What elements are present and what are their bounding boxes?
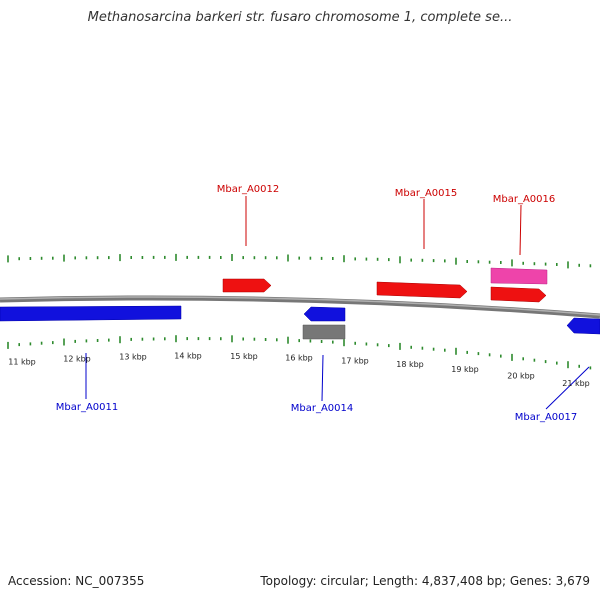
- kbp-scale-label: 20 kbp: [507, 372, 535, 381]
- kbp-scale-label: 21 kbp: [562, 379, 590, 388]
- gene-mbar-a0014-arrow[interactable]: [303, 306, 346, 322]
- leader-line-a0017: [545, 366, 590, 410]
- gene-mbar-a0012-arrow[interactable]: [222, 278, 272, 293]
- gene-label-mbar-a0011[interactable]: Mbar_A0011: [56, 402, 119, 413]
- accession-text: Accession: NC_007355: [8, 574, 145, 588]
- leader-line-a0014: [321, 354, 324, 402]
- genome-backbone-highlight: [0, 296, 600, 316]
- kbp-scale-label: 12 kbp: [63, 354, 91, 363]
- gene-mbar-a0017-arrow[interactable]: [566, 317, 600, 335]
- kbp-scale-label: 11 kbp: [8, 357, 36, 366]
- gene-label-mbar-a0017[interactable]: Mbar_A0017: [515, 412, 578, 423]
- gray-feature-bar[interactable]: [302, 324, 346, 340]
- inner-tick-track: [7, 335, 592, 370]
- leader-line-a0016: [519, 204, 522, 256]
- genome-backbone: [0, 295, 600, 319]
- kbp-scale-label: 18 kbp: [396, 360, 424, 369]
- outer-tick-track: [7, 253, 592, 269]
- pink-feature-bar[interactable]: [490, 267, 548, 285]
- kbp-scale-label: 16 kbp: [285, 354, 313, 363]
- kbp-scale-label: 13 kbp: [119, 352, 147, 361]
- kbp-scale-labels: 11 kbp 12 kbp 13 kbp 14 kbp 15 kbp 16 kbp 17 k…: [8, 352, 590, 388]
- kbp-scale-label: 15 kbp: [230, 352, 258, 361]
- kbp-scale-label: 19 kbp: [451, 365, 479, 374]
- gene-mbar-a0011-bar[interactable]: [0, 305, 182, 322]
- gene-mbar-a0016-arrow[interactable]: [490, 286, 547, 303]
- gene-mbar-a0015-arrow[interactable]: [376, 281, 468, 299]
- kbp-scale-label: 17 kbp: [341, 356, 369, 365]
- gene-label-mbar-a0015[interactable]: Mbar_A0015: [395, 188, 458, 199]
- gene-label-mbar-a0014[interactable]: Mbar_A0014: [291, 403, 354, 414]
- gene-label-mbar-a0016[interactable]: Mbar_A0016: [493, 194, 556, 205]
- gene-label-mbar-a0012[interactable]: Mbar_A0012: [217, 184, 280, 195]
- genome-summary-text: Topology: circular; Length: 4,837,408 bp…: [260, 574, 590, 588]
- kbp-scale-label: 14 kbp: [174, 352, 202, 361]
- map-title: Methanosarcina barkeri str. fusaro chrom…: [87, 10, 513, 25]
